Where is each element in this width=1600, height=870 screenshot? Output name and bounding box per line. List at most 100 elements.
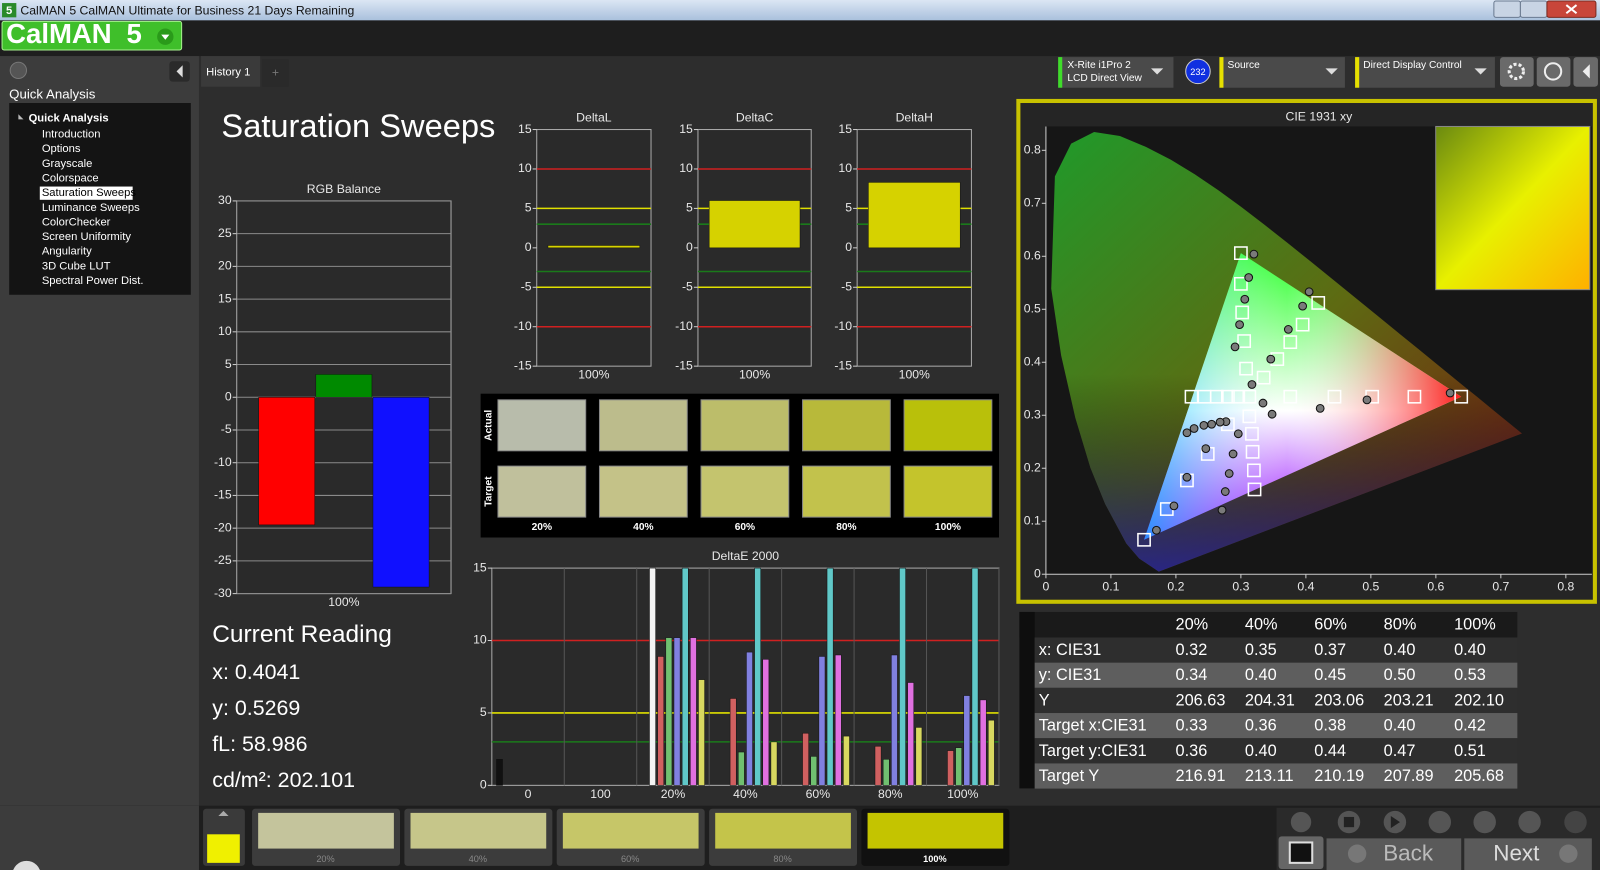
y-tick-label: 25 bbox=[218, 226, 232, 240]
target-marker bbox=[1295, 317, 1310, 332]
tab[interactable] bbox=[201, 56, 261, 87]
tree-item[interactable]: Options bbox=[42, 143, 81, 155]
bar bbox=[496, 759, 503, 786]
display-panel[interactable] bbox=[1355, 57, 1495, 88]
bar bbox=[971, 567, 979, 786]
table-row-label: Y bbox=[1039, 691, 1050, 709]
y-tick-label: 0.4 bbox=[1024, 355, 1041, 369]
actual-marker bbox=[1230, 342, 1240, 352]
source-panel[interactable] bbox=[1219, 57, 1345, 88]
footer-swatch-color bbox=[715, 812, 851, 849]
y-tick-label: 0 bbox=[225, 389, 232, 403]
minimize-button[interactable] bbox=[1493, 0, 1521, 18]
bar-chart: DeltaC -15 -10 -5 0 5 10 15 100% bbox=[675, 111, 812, 382]
sidebar-button[interactable] bbox=[12, 860, 41, 870]
table-cell: 0.35 bbox=[1245, 641, 1277, 659]
display-status bbox=[1355, 57, 1360, 88]
y-tick-label: -5 bbox=[682, 280, 693, 294]
tree-item[interactable]: Saturation Sweeps bbox=[42, 187, 137, 199]
next-icon bbox=[1559, 844, 1578, 863]
actual-marker bbox=[1235, 320, 1244, 330]
tree-item[interactable]: 3D Cube LUT bbox=[42, 260, 111, 272]
x-tick-label: 0.5 bbox=[1362, 580, 1379, 594]
cie-chart: CIE 1931 xy 0 0.1 0.2 0.3 0.4 0.5 0.6 0.7 0.8 0 0.1… bbox=[1024, 110, 1592, 594]
actual-marker bbox=[1233, 429, 1243, 439]
bar bbox=[315, 374, 373, 398]
y-tick-label: 0.5 bbox=[1024, 302, 1041, 316]
bar bbox=[988, 719, 995, 786]
gamut-triangle bbox=[1144, 253, 1462, 540]
tree-item[interactable]: Luminance Sweeps bbox=[42, 202, 140, 214]
target-marker bbox=[1283, 335, 1298, 350]
tree-item[interactable]: Introduction bbox=[42, 129, 101, 141]
target-marker bbox=[1246, 463, 1261, 478]
tab-add-label[interactable]: + bbox=[272, 66, 279, 80]
tree-item[interactable]: Grayscale bbox=[42, 158, 93, 170]
table-cell: 0.47 bbox=[1384, 742, 1416, 760]
bar bbox=[899, 567, 906, 786]
target-marker bbox=[1245, 426, 1259, 441]
top-bar bbox=[0, 20, 1600, 57]
tree-items: Introduction Options Grayscale Colorspace Sa… bbox=[39, 129, 144, 287]
app-icon-text: 5 bbox=[6, 5, 12, 17]
table-cell: 206.63 bbox=[1176, 691, 1226, 709]
maximize-button[interactable] bbox=[1519, 0, 1548, 18]
chart-title: DeltaE 2000 bbox=[712, 549, 780, 563]
tree-item[interactable]: Screen Uniformity bbox=[42, 231, 132, 243]
table-cell: 0.44 bbox=[1314, 742, 1346, 760]
target-marker bbox=[1327, 389, 1342, 404]
actual-swatch bbox=[802, 399, 891, 452]
table-cell: 0.33 bbox=[1176, 717, 1208, 735]
sidebar-pin[interactable] bbox=[9, 61, 28, 80]
x-tick-label: 0.7 bbox=[1492, 580, 1509, 594]
y-tick-label: 0.1 bbox=[1024, 513, 1041, 527]
footer-swatch-label: 60% bbox=[621, 854, 639, 864]
meter-status bbox=[1058, 57, 1063, 88]
meter-panel[interactable] bbox=[1058, 57, 1174, 88]
y-tick-label: -15 bbox=[675, 358, 693, 372]
footer-swatches: 20% 40% 60% 80% 100% bbox=[252, 808, 1010, 866]
loop-button[interactable] bbox=[1473, 810, 1496, 834]
actual-marker bbox=[1220, 487, 1230, 496]
settings-button[interactable] bbox=[1500, 57, 1534, 87]
y-tick-label: 15 bbox=[218, 291, 232, 305]
bar bbox=[979, 699, 987, 786]
back-label[interactable]: Back bbox=[1383, 841, 1434, 866]
tree-root[interactable]: Quick Analysis bbox=[29, 112, 109, 124]
tree-item[interactable]: Angularity bbox=[42, 246, 92, 258]
step-button[interactable] bbox=[1428, 810, 1452, 834]
tab-add[interactable] bbox=[262, 59, 289, 87]
chart-title: DeltaC bbox=[736, 111, 774, 125]
settings-icon bbox=[1507, 62, 1525, 81]
bar bbox=[673, 637, 681, 786]
target-marker bbox=[1237, 334, 1252, 348]
x-tick-label: 0 bbox=[525, 787, 532, 801]
logo-button[interactable] bbox=[1, 20, 183, 51]
bar bbox=[649, 567, 656, 786]
y-tick-label: 0 bbox=[845, 240, 852, 254]
target-marker bbox=[1235, 305, 1250, 320]
tree-item[interactable]: Colorspace bbox=[42, 173, 99, 185]
y-tick-label: 0.6 bbox=[1024, 249, 1041, 263]
check-button[interactable] bbox=[1564, 810, 1587, 834]
table-cell: 0.53 bbox=[1454, 666, 1486, 684]
table-cell: 216.91 bbox=[1176, 767, 1226, 785]
table-row-label: x: CIE31 bbox=[1039, 641, 1102, 659]
y-tick-label: 0.7 bbox=[1024, 196, 1041, 210]
x-tick-label: 0.4 bbox=[1297, 580, 1314, 594]
tree-item[interactable]: Spectral Power Dist. bbox=[42, 275, 144, 287]
eject-button[interactable] bbox=[1290, 811, 1312, 833]
table-cell: 0.40 bbox=[1245, 666, 1277, 684]
tree-expander[interactable] bbox=[18, 114, 24, 120]
tree-item[interactable]: ColorChecker bbox=[42, 216, 111, 228]
x-tick-label: 40% bbox=[733, 787, 758, 801]
tab-label[interactable]: History 1 bbox=[206, 66, 250, 78]
sidebar-collapse-icon bbox=[176, 65, 183, 78]
bar bbox=[738, 751, 745, 786]
window-title: CalMAN 5 CalMAN Ultimate for Business 21… bbox=[20, 3, 354, 17]
bar bbox=[681, 567, 689, 786]
dropdown-arrow bbox=[1151, 68, 1164, 75]
refresh-button[interactable] bbox=[1518, 810, 1541, 834]
next-label[interactable]: Next bbox=[1493, 841, 1540, 866]
help-button[interactable] bbox=[1536, 57, 1571, 87]
